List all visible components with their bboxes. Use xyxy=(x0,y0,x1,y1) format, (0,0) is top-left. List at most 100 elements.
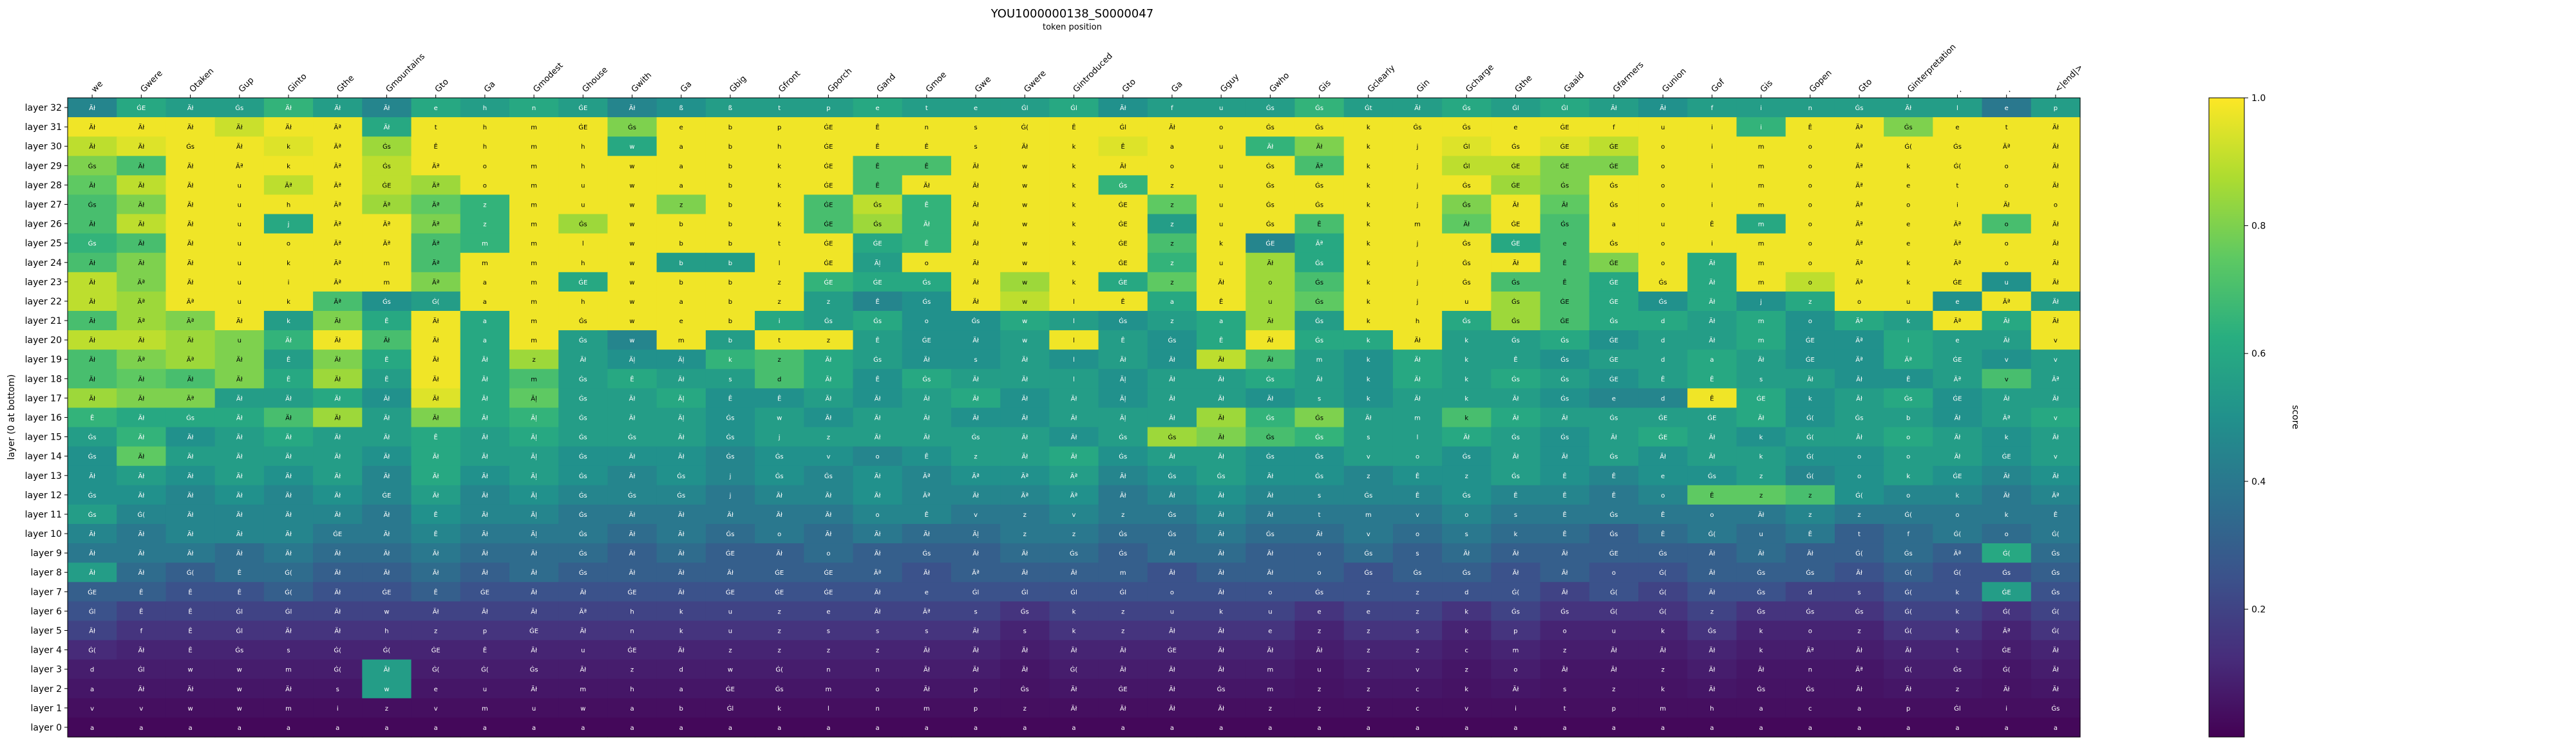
heatmap-cell xyxy=(705,291,755,312)
cell-label: w xyxy=(1022,299,1027,306)
heatmap-cell xyxy=(214,369,265,389)
heatmap-cell xyxy=(1098,678,1148,699)
heatmap-cell xyxy=(1392,678,1443,699)
cell-label: Ġ( xyxy=(1954,530,1962,538)
cell-label: k xyxy=(1956,492,1960,499)
cell-label: ĠE xyxy=(431,646,440,655)
heatmap-cell xyxy=(902,485,952,505)
heatmap-cell xyxy=(1147,117,1197,137)
cell-label: m xyxy=(1758,163,1765,170)
heatmap-cell xyxy=(755,194,804,215)
cell-label: Äª xyxy=(874,568,882,577)
heatmap-cell xyxy=(1785,640,1835,660)
heatmap-cell xyxy=(1294,117,1345,137)
cell-label: Ê xyxy=(875,336,879,344)
heatmap-cell xyxy=(411,136,461,156)
heatmap-cell xyxy=(1687,640,1738,660)
cell-label: k xyxy=(1906,260,1910,267)
cell-label: Ġl xyxy=(1070,588,1077,596)
heatmap-cell xyxy=(1442,175,1492,196)
heatmap-cell xyxy=(853,620,903,641)
cell-label: Ġs xyxy=(579,220,587,228)
cell-label: Äł xyxy=(1120,162,1126,170)
cell-label: Äł xyxy=(1218,278,1224,286)
cell-label: k xyxy=(1072,279,1076,286)
heatmap-cell xyxy=(166,369,216,389)
cell-label: Ġs xyxy=(1315,123,1323,131)
cell-label: w xyxy=(1022,337,1027,344)
heatmap-cell xyxy=(1392,252,1443,273)
cell-label: Äł xyxy=(1513,414,1519,422)
heatmap-cell xyxy=(1834,194,1884,215)
cell-label: k xyxy=(1367,221,1370,228)
heatmap-cell xyxy=(1392,620,1443,641)
cell-label: Äļ xyxy=(531,530,537,538)
heatmap-cell xyxy=(1884,427,1933,447)
cell-label: Ġl xyxy=(236,627,243,635)
cell-label: Äª xyxy=(1855,162,1863,170)
heatmap-cell xyxy=(853,214,903,234)
cell-label: Äł xyxy=(1267,259,1274,267)
heatmap-cell xyxy=(607,543,658,563)
heatmap-cell xyxy=(166,582,216,602)
heatmap-cell xyxy=(1638,156,1688,176)
heatmap-cell xyxy=(1343,272,1394,292)
cell-label: Ġs xyxy=(2051,588,2060,596)
heatmap-cell xyxy=(411,233,461,254)
cell-label: Äł xyxy=(89,472,95,480)
heatmap-cell xyxy=(1785,524,1835,544)
heatmap-cell xyxy=(902,117,952,137)
cell-label: Äł xyxy=(1758,510,1765,519)
cell-label: ĠE xyxy=(1609,297,1618,306)
heatmap-cell xyxy=(1098,156,1148,176)
heatmap-cell xyxy=(214,233,265,254)
heatmap-cell xyxy=(1884,311,1933,331)
heatmap-cell xyxy=(1294,446,1345,467)
cell-label: z xyxy=(1170,221,1173,228)
cell-label: Äª xyxy=(1855,666,1863,674)
cell-label: Ġs xyxy=(726,433,734,442)
heatmap-cell xyxy=(214,582,265,602)
heatmap-cell xyxy=(362,659,412,680)
heatmap-cell xyxy=(1442,233,1492,254)
heatmap-cell xyxy=(1589,485,1639,505)
heatmap-cell xyxy=(117,601,167,622)
cell-label: o xyxy=(1661,163,1665,170)
cell-label: Ġ( xyxy=(1806,414,1814,422)
cell-label: ĠE xyxy=(726,685,735,693)
heatmap-cell xyxy=(313,485,363,505)
heatmap-cell xyxy=(509,388,559,409)
heatmap-cell xyxy=(1884,98,1933,118)
cell-label: Äł xyxy=(972,336,979,344)
cell-label: v xyxy=(1416,512,1419,519)
heatmap-cell xyxy=(1294,563,1345,583)
heatmap-cell xyxy=(951,543,1001,563)
heatmap-cell xyxy=(1392,698,1443,718)
heatmap-cell xyxy=(1049,563,1099,583)
heatmap-cell xyxy=(1638,388,1688,409)
cell-label: Äł xyxy=(972,549,979,557)
heatmap-cell xyxy=(411,563,461,583)
heatmap-cell xyxy=(1540,233,1590,254)
heatmap-cell xyxy=(558,388,609,409)
cell-label: k xyxy=(1514,531,1518,538)
cell-label: b xyxy=(679,705,683,713)
heatmap-cell xyxy=(1834,640,1884,660)
cell-label: Äł xyxy=(285,685,292,693)
layer-label: layer 1 xyxy=(31,704,62,714)
heatmap-cell xyxy=(951,407,1001,428)
heatmap-cell xyxy=(1736,698,1786,718)
heatmap-cell xyxy=(902,252,952,273)
chart-title: YOU1000000138_S0000047 xyxy=(990,7,1153,21)
cell-label: Ê xyxy=(188,588,192,596)
heatmap-cell xyxy=(558,156,609,176)
cell-label: Ġs xyxy=(579,530,587,538)
layer-label: layer 29 xyxy=(25,161,62,171)
heatmap-cell xyxy=(607,350,658,369)
cell-label: Äł xyxy=(285,452,292,461)
heatmap-cell xyxy=(1589,388,1639,409)
heatmap-cell xyxy=(362,582,412,602)
cell-label: z xyxy=(1318,628,1321,635)
heatmap-cell xyxy=(1687,717,1738,738)
heatmap-cell xyxy=(1834,350,1884,369)
